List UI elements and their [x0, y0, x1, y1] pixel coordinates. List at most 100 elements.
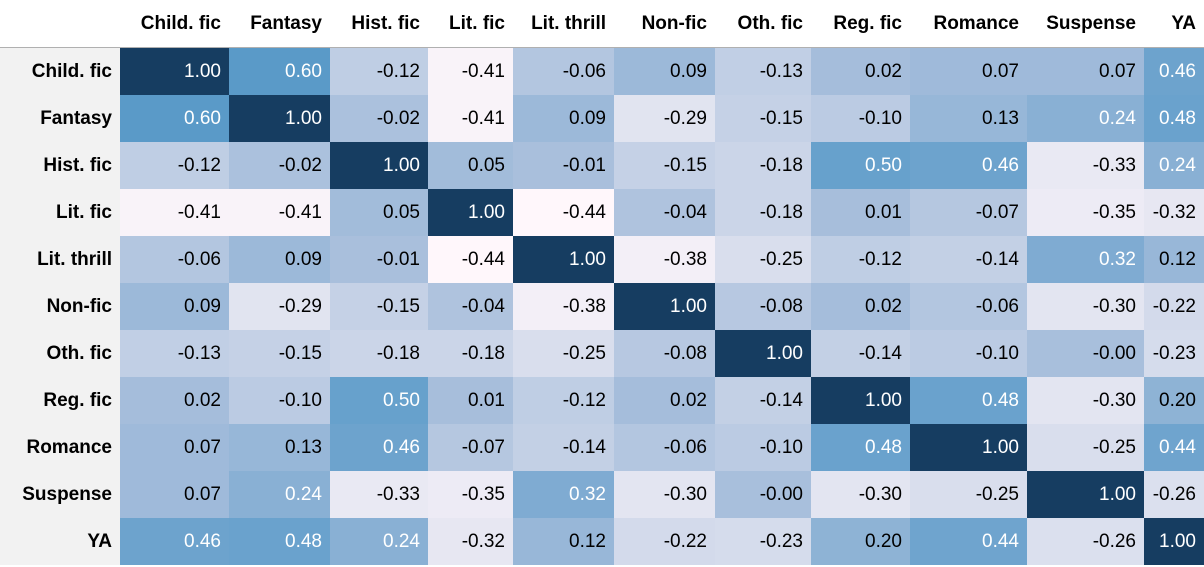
heatmap-cell-reg-fic-suspense: -0.30 — [1027, 377, 1144, 424]
heatmap-cell-child-fic-non-fic: 0.09 — [614, 47, 715, 95]
heatmap-cell-non-fic-fantasy: -0.29 — [229, 283, 330, 330]
heatmap-cell-hist-fic-lit-thrill: -0.01 — [513, 142, 614, 189]
heatmap-cell-hist-fic-suspense: -0.33 — [1027, 142, 1144, 189]
heatmap-cell-fantasy-child-fic: 0.60 — [120, 95, 229, 142]
heatmap-cell-romance-non-fic: -0.06 — [614, 424, 715, 471]
heatmap-cell-oth-fic-romance: -0.10 — [910, 330, 1027, 377]
heatmap-cell-oth-fic-lit-thrill: -0.25 — [513, 330, 614, 377]
column-label-suspense: Suspense — [1027, 0, 1144, 48]
heatmap-cell-lit-fic-fantasy: -0.41 — [229, 189, 330, 236]
heatmap-cell-lit-fic-non-fic: -0.04 — [614, 189, 715, 236]
heatmap-cell-lit-thrill-non-fic: -0.38 — [614, 236, 715, 283]
heatmap-cell-suspense-fantasy: 0.24 — [229, 471, 330, 518]
heatmap-cell-ya-child-fic: 0.46 — [120, 518, 229, 565]
heatmap-cell-hist-fic-child-fic: -0.12 — [120, 142, 229, 189]
heatmap-cell-romance-lit-thrill: -0.14 — [513, 424, 614, 471]
column-label-ya: YA — [1144, 0, 1204, 48]
row-label-lit-thrill: Lit. thrill — [0, 236, 120, 283]
heatmap-cell-suspense-ya: -0.26 — [1144, 471, 1204, 518]
heatmap-cell-lit-fic-ya: -0.32 — [1144, 189, 1204, 236]
heatmap-cell-reg-fic-romance: 0.48 — [910, 377, 1027, 424]
heatmap-cell-oth-fic-oth-fic: 1.00 — [715, 330, 811, 377]
heatmap-cell-reg-fic-ya: 0.20 — [1144, 377, 1204, 424]
heatmap-cell-fantasy-romance: 0.13 — [910, 95, 1027, 142]
heatmap-cell-lit-thrill-suspense: 0.32 — [1027, 236, 1144, 283]
heatmap-cell-oth-fic-ya: -0.23 — [1144, 330, 1204, 377]
heatmap-cell-child-fic-romance: 0.07 — [910, 47, 1027, 95]
heatmap-row-fantasy: Fantasy 0.60 1.00 -0.02 -0.41 0.09 -0.29 -0.15-… — [0, 95, 1204, 142]
heatmap-row-romance: Romance 0.07 0.13 0.46 -0.07 -0.14 -0.06 -0.10 0… — [0, 424, 1204, 471]
header-row: Child. fic Fantasy Hist. fic Lit. fic Lit. t… — [0, 0, 1204, 48]
row-label-romance: Romance — [0, 424, 120, 471]
row-label-reg-fic: Reg. fic — [0, 377, 120, 424]
heatmap-cell-suspense-suspense: 1.00 — [1027, 471, 1144, 518]
heatmap-cell-reg-fic-lit-thrill: -0.12 — [513, 377, 614, 424]
heatmap-cell-hist-fic-oth-fic: -0.18 — [715, 142, 811, 189]
heatmap-cell-suspense-lit-fic: -0.35 — [428, 471, 513, 518]
heatmap-cell-fantasy-oth-fic: -0.15 — [715, 95, 811, 142]
heatmap-row-lit-thrill: Lit. thrill -0.06 0.09 -0.01 -0.44 1.00 -0.38-… — [0, 236, 1204, 283]
heatmap-cell-lit-fic-oth-fic: -0.18 — [715, 189, 811, 236]
heatmap-cell-suspense-oth-fic: -0.00 — [715, 471, 811, 518]
heatmap-cell-non-fic-non-fic: 1.00 — [614, 283, 715, 330]
heatmap-cell-non-fic-lit-thrill: -0.38 — [513, 283, 614, 330]
heatmap-cell-suspense-lit-thrill: 0.32 — [513, 471, 614, 518]
heatmap-cell-ya-hist-fic: 0.24 — [330, 518, 428, 565]
heatmap-cell-lit-thrill-hist-fic: -0.01 — [330, 236, 428, 283]
heatmap-row-suspense: Suspense 0.07 0.24 -0.33 -0.35 0.32 -0.30 -0.00… — [0, 471, 1204, 518]
heatmap-cell-romance-romance: 1.00 — [910, 424, 1027, 471]
heatmap-cell-lit-thrill-fantasy: 0.09 — [229, 236, 330, 283]
heatmap-cell-hist-fic-lit-fic: 0.05 — [428, 142, 513, 189]
heatmap-cell-lit-fic-romance: -0.07 — [910, 189, 1027, 236]
heatmap-cell-lit-thrill-child-fic: -0.06 — [120, 236, 229, 283]
heatmap-cell-hist-fic-romance: 0.46 — [910, 142, 1027, 189]
heatmap-row-child-fic: Child. fic 1.00 0.60 -0.12 -0.41 -0.06 0.09 -0.… — [0, 47, 1204, 95]
corner-cell — [0, 0, 120, 48]
heatmap-cell-suspense-child-fic: 0.07 — [120, 471, 229, 518]
heatmap-cell-child-fic-lit-fic: -0.41 — [428, 47, 513, 95]
heatmap-cell-ya-non-fic: -0.22 — [614, 518, 715, 565]
heatmap-cell-romance-hist-fic: 0.46 — [330, 424, 428, 471]
heatmap-cell-lit-thrill-reg-fic: -0.12 — [811, 236, 910, 283]
heatmap-cell-oth-fic-child-fic: -0.13 — [120, 330, 229, 377]
heatmap-cell-suspense-hist-fic: -0.33 — [330, 471, 428, 518]
heatmap-cell-oth-fic-fantasy: -0.15 — [229, 330, 330, 377]
heatmap-cell-child-fic-reg-fic: 0.02 — [811, 47, 910, 95]
heatmap-cell-child-fic-child-fic: 1.00 — [120, 47, 229, 95]
column-label-child-fic: Child. fic — [120, 0, 229, 48]
heatmap-body: Child. fic 1.00 0.60 -0.12 -0.41 -0.06 0.09 -0.… — [0, 47, 1204, 565]
heatmap-cell-fantasy-lit-fic: -0.41 — [428, 95, 513, 142]
heatmap-cell-fantasy-fantasy: 1.00 — [229, 95, 330, 142]
heatmap-cell-ya-lit-fic: -0.32 — [428, 518, 513, 565]
column-label-fantasy: Fantasy — [229, 0, 330, 48]
heatmap-cell-oth-fic-lit-fic: -0.18 — [428, 330, 513, 377]
heatmap-row-ya: YA 0.46 0.48 0.24 -0.32 0.12 -0.22 -0.23 0.20 0.4… — [0, 518, 1204, 565]
heatmap-cell-child-fic-hist-fic: -0.12 — [330, 47, 428, 95]
column-label-oth-fic: Oth. fic — [715, 0, 811, 48]
heatmap-cell-oth-fic-hist-fic: -0.18 — [330, 330, 428, 377]
heatmap-cell-oth-fic-non-fic: -0.08 — [614, 330, 715, 377]
heatmap-cell-lit-fic-hist-fic: 0.05 — [330, 189, 428, 236]
heatmap-cell-oth-fic-suspense: -0.00 — [1027, 330, 1144, 377]
heatmap-cell-lit-fic-suspense: -0.35 — [1027, 189, 1144, 236]
heatmap-cell-reg-fic-oth-fic: -0.14 — [715, 377, 811, 424]
heatmap-cell-lit-fic-reg-fic: 0.01 — [811, 189, 910, 236]
heatmap-cell-non-fic-ya: -0.22 — [1144, 283, 1204, 330]
heatmap-cell-reg-fic-hist-fic: 0.50 — [330, 377, 428, 424]
heatmap-cell-ya-oth-fic: -0.23 — [715, 518, 811, 565]
heatmap-cell-hist-fic-hist-fic: 1.00 — [330, 142, 428, 189]
heatmap-row-hist-fic: Hist. fic -0.12 -0.02 1.00 0.05 -0.01 -0.15 -0.… — [0, 142, 1204, 189]
row-label-hist-fic: Hist. fic — [0, 142, 120, 189]
heatmap-cell-reg-fic-child-fic: 0.02 — [120, 377, 229, 424]
heatmap-cell-fantasy-hist-fic: -0.02 — [330, 95, 428, 142]
row-label-suspense: Suspense — [0, 471, 120, 518]
heatmap-cell-lit-thrill-oth-fic: -0.25 — [715, 236, 811, 283]
heatmap-cell-reg-fic-reg-fic: 1.00 — [811, 377, 910, 424]
heatmap-row-non-fic: Non-fic 0.09 -0.29 -0.15 -0.04 -0.38 1.00 -0.08… — [0, 283, 1204, 330]
heatmap-cell-reg-fic-non-fic: 0.02 — [614, 377, 715, 424]
heatmap-cell-suspense-romance: -0.25 — [910, 471, 1027, 518]
heatmap-cell-romance-ya: 0.44 — [1144, 424, 1204, 471]
column-label-lit-fic: Lit. fic — [428, 0, 513, 48]
heatmap-cell-child-fic-ya: 0.46 — [1144, 47, 1204, 95]
